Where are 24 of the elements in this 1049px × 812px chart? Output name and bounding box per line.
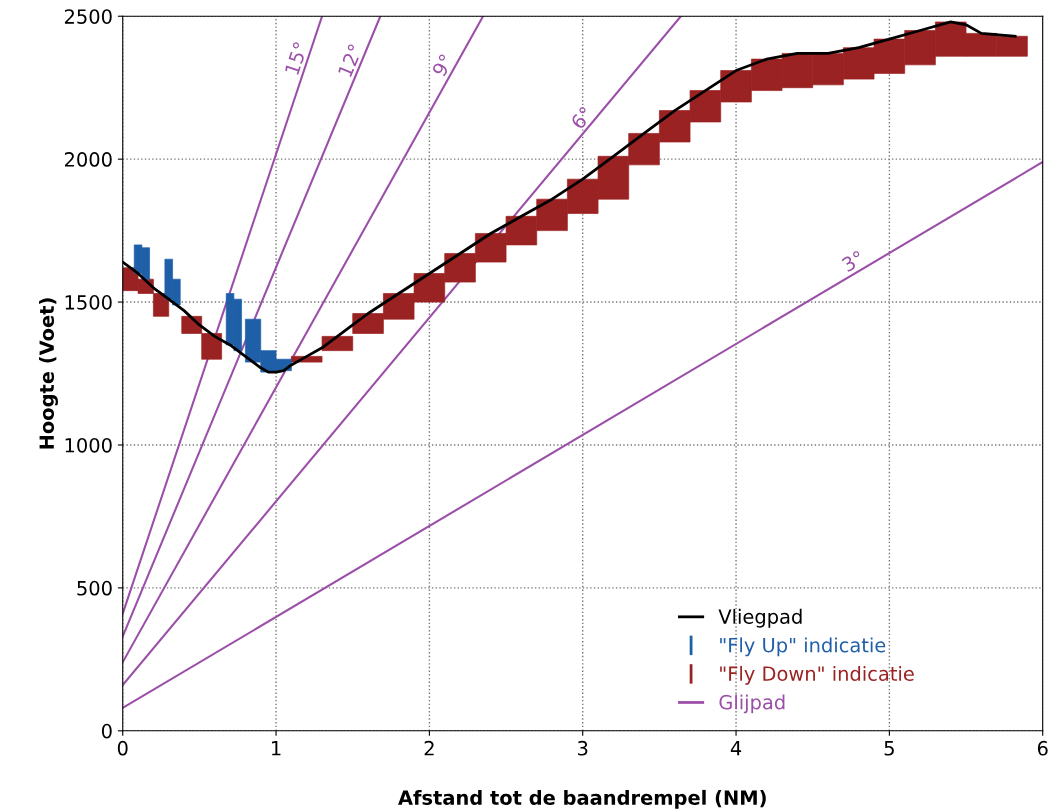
x-tick-label: 6 [1037,740,1048,756]
y-tick-label: 0 [101,723,112,739]
annotation: 9° [431,53,454,78]
legend-label: "Fly Down" indicatie [720,665,914,685]
y-tick-label: 2000 [64,152,112,167]
x-tick-label: 0 [117,740,128,756]
legend-label: Glijpad [719,694,785,714]
y-tick-label: 2500 [64,9,112,24]
annotation: 3° [841,250,865,273]
y-axis-title: Hoogte (Voet) [39,298,58,449]
x-tick-label: 3 [578,740,588,756]
y-tick-label: 500 [77,580,112,596]
x-tick-label: 5 [884,741,894,756]
y-tick-label: 1500 [65,295,112,310]
legend-label: "Fly Up" indicatie [720,637,886,657]
x-tick-label: 2 [424,740,434,756]
y-tick-label: 1000 [65,437,112,453]
x-tick-label: 4 [730,741,742,756]
legend-label: Vliegpad [718,608,802,628]
annotation: 12° [337,43,363,78]
annotation: 6° [569,105,594,130]
annotation: 15° [284,41,309,76]
x-tick-label: 1 [272,741,281,756]
x-axis-title: Afstand tot de baandrempel (NM) [398,789,766,809]
